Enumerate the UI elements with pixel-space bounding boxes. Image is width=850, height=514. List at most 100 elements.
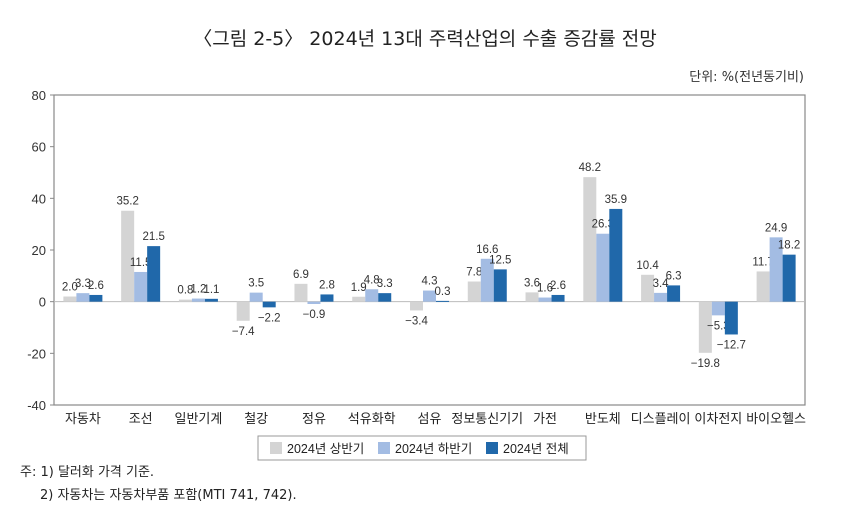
data-label: 2.6 (88, 280, 104, 292)
y-tick-label: 60 (32, 140, 46, 155)
bar (667, 285, 681, 302)
x-tick-label: 정유 (302, 411, 326, 426)
data-label: 3.4 (653, 278, 670, 290)
data-label: 4.3 (422, 276, 438, 288)
bar (378, 293, 392, 302)
y-tick-label: 20 (32, 243, 46, 258)
data-label: 48.2 (579, 162, 601, 174)
data-label: 1.2 (190, 284, 206, 296)
data-label: −7.4 (232, 326, 255, 338)
legend-swatch (486, 442, 498, 454)
y-tick-label: 80 (32, 88, 46, 103)
x-tick-label: 조선 (129, 411, 153, 426)
legend-swatch (270, 442, 282, 454)
footnotes: 주: 1) 달러화 가격 기준. 2) 자동차는 자동차부품 포함(MTI 74… (20, 461, 297, 507)
bar (641, 274, 655, 302)
legend-label: 2024년 전체 (503, 442, 569, 456)
bar (178, 299, 192, 302)
legend-label: 2024년 상반기 (287, 442, 364, 456)
x-tick-label: 정보통신기기 (451, 411, 523, 426)
bar (320, 294, 334, 302)
data-label: 35.2 (116, 196, 138, 208)
bar (583, 177, 597, 302)
data-label: −5.3 (707, 320, 730, 332)
unit-label: 단위: %(전년동기비) (689, 70, 804, 85)
bar (294, 283, 308, 302)
footnote-2: 2) 자동차는 자동차부품 포함(MTI 741, 742). (40, 488, 297, 503)
footnote-1: 주: 1) 달러화 가격 기준. (20, 465, 155, 480)
bar (147, 246, 161, 302)
data-label: 16.6 (476, 244, 498, 256)
data-label: 1.6 (537, 283, 553, 295)
data-label: 26.3 (592, 219, 614, 231)
x-tick-label: 이차전지 (694, 411, 742, 426)
data-label: 21.5 (142, 231, 164, 243)
bar (410, 301, 423, 311)
data-label: 3.6 (524, 277, 540, 289)
x-tick-label: 디스플레이 (631, 411, 691, 426)
bar (365, 289, 379, 302)
y-tick-label: -40 (27, 398, 46, 413)
bar (538, 297, 552, 302)
data-label: 3.3 (75, 278, 91, 290)
bar (698, 301, 712, 353)
data-label: −3.4 (405, 315, 428, 327)
bar (204, 298, 218, 302)
data-label: 6.9 (293, 269, 309, 281)
data-label: 7.8 (466, 267, 482, 279)
bar (63, 296, 77, 302)
bar (711, 301, 725, 316)
bar (236, 301, 250, 321)
bar (609, 208, 623, 302)
data-label: 2.8 (319, 279, 335, 291)
bar (262, 301, 276, 308)
bar (654, 292, 668, 302)
bar (89, 294, 103, 302)
data-label: −12.7 (717, 339, 746, 351)
y-tick-label: -20 (27, 346, 46, 361)
bar (76, 293, 90, 302)
chart-title: 〈그림 2-5〉 2024년 13대 주력산업의 수출 증감률 전망 (193, 28, 657, 50)
bar (436, 300, 449, 302)
bar (134, 271, 148, 302)
bar (352, 296, 366, 302)
x-tick-label: 철강 (244, 411, 268, 426)
data-label: 1.9 (351, 282, 367, 294)
data-label: −19.8 (691, 358, 720, 370)
x-tick-label: 일반기계 (175, 411, 223, 426)
data-label: 2.0 (62, 282, 78, 294)
data-label: −0.9 (303, 309, 326, 321)
data-label: 2.6 (550, 280, 566, 292)
bar (756, 271, 770, 302)
x-tick-label: 석유화학 (348, 411, 396, 426)
data-label: 18.2 (778, 240, 800, 252)
y-tick-label: 0 (39, 295, 46, 310)
legend-box (257, 435, 587, 461)
bar (724, 301, 738, 335)
data-label: 0.3 (435, 286, 451, 298)
data-label: 3.3 (377, 278, 393, 290)
data-label: 11.5 (130, 257, 152, 269)
data-label: 3.5 (248, 278, 264, 290)
bar (307, 301, 321, 304)
data-label: 6.3 (666, 270, 682, 282)
bar (191, 298, 205, 302)
legend-swatch (378, 442, 390, 454)
data-label: 35.9 (605, 194, 627, 206)
bar (769, 237, 783, 302)
bar (480, 258, 494, 302)
x-tick-label: 자동차 (65, 411, 101, 426)
bar (525, 292, 539, 302)
x-tick-label: 바이오헬스 (746, 411, 806, 426)
x-tick-label: 가전 (533, 411, 557, 426)
data-label: 1.1 (203, 284, 219, 296)
bar (423, 290, 436, 302)
bar (249, 292, 263, 302)
legend-label: 2024년 하반기 (395, 442, 472, 456)
bar (782, 254, 796, 302)
x-tick-label: 섬유 (418, 411, 442, 426)
data-label: 0.8 (177, 285, 193, 297)
bar (493, 269, 507, 302)
